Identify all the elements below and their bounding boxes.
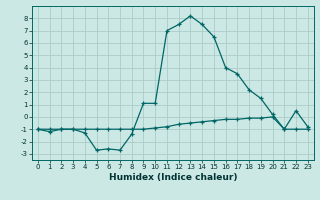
X-axis label: Humidex (Indice chaleur): Humidex (Indice chaleur): [108, 173, 237, 182]
